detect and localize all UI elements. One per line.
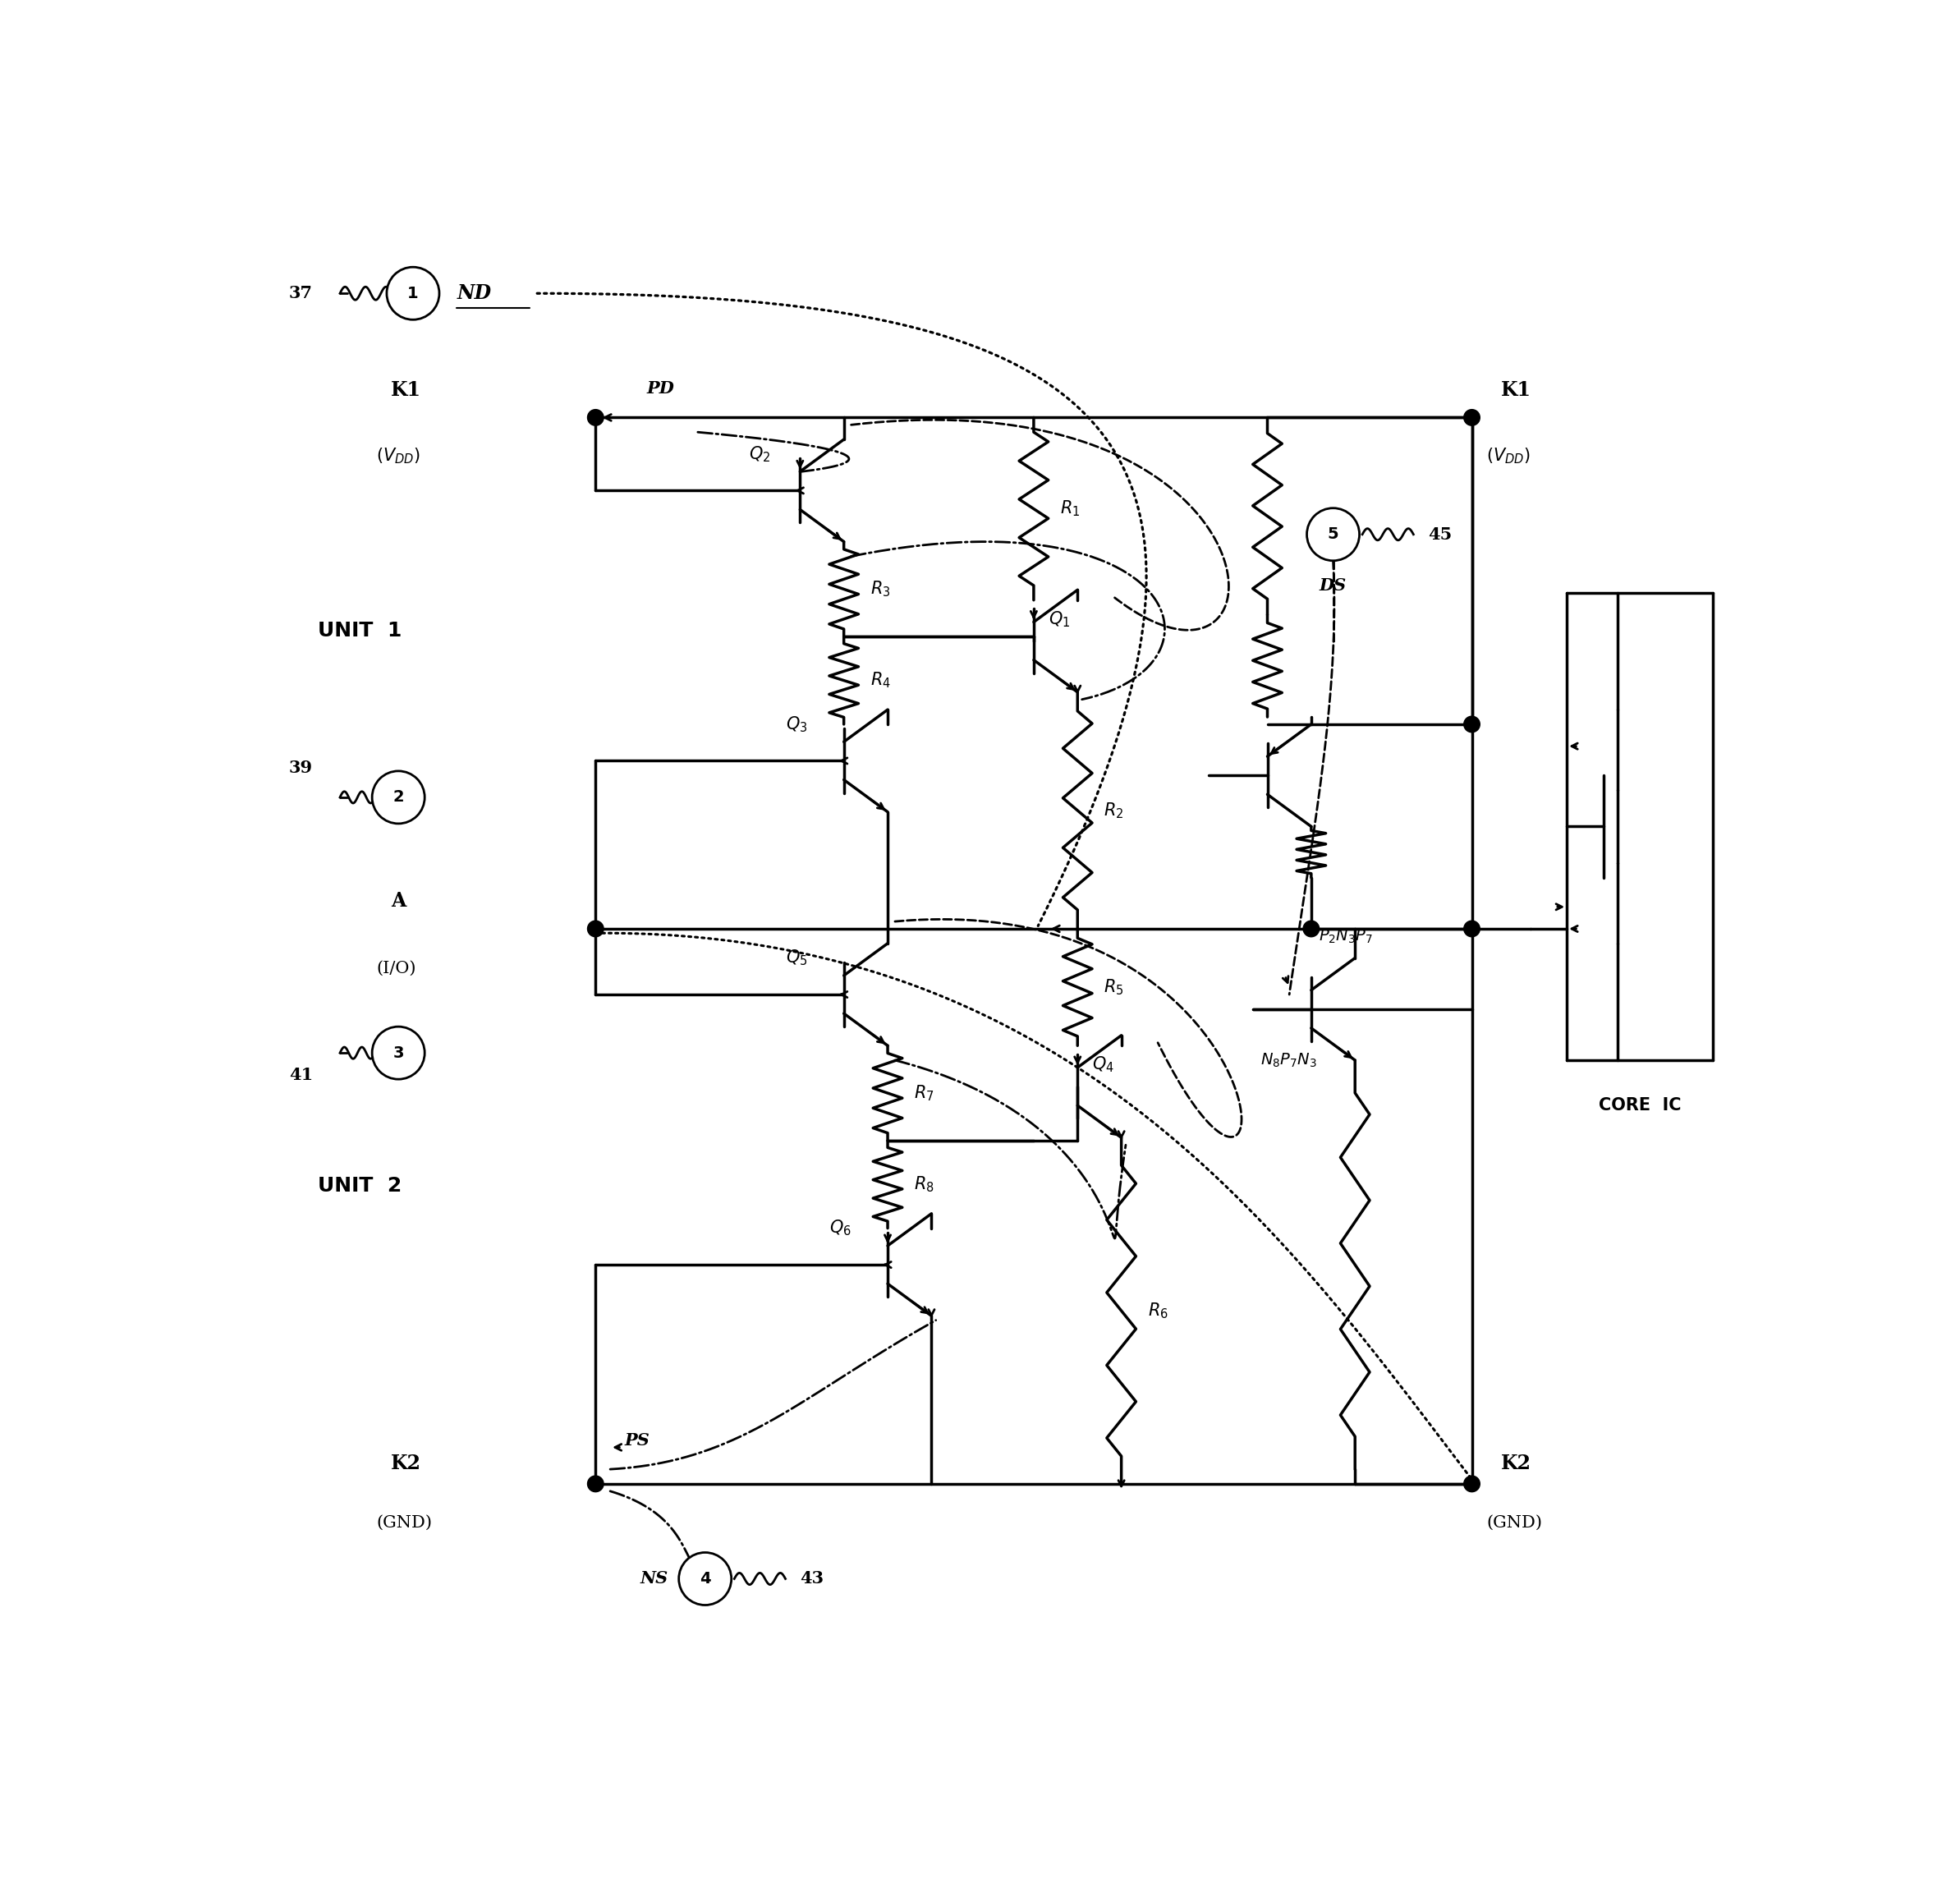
Text: $R_4$: $R_4$ xyxy=(870,672,890,691)
Circle shape xyxy=(588,1476,604,1491)
Circle shape xyxy=(588,410,604,425)
Text: (GND): (GND) xyxy=(1486,1516,1543,1531)
Text: $R_7$: $R_7$ xyxy=(913,1083,935,1102)
Circle shape xyxy=(372,1026,425,1079)
Text: CORE  IC: CORE IC xyxy=(1599,1096,1682,1114)
Text: $Q_4$: $Q_4$ xyxy=(1092,1055,1113,1074)
Circle shape xyxy=(1303,920,1319,937)
Text: 39: 39 xyxy=(288,761,314,776)
Text: NS: NS xyxy=(641,1571,668,1588)
Circle shape xyxy=(678,1552,731,1605)
Text: $(V_{DD})$: $(V_{DD})$ xyxy=(1486,446,1531,467)
Text: (GND): (GND) xyxy=(376,1516,433,1531)
Text: UNIT  1: UNIT 1 xyxy=(318,620,402,641)
Text: $Q_2$: $Q_2$ xyxy=(749,444,770,463)
Text: (I/O): (I/O) xyxy=(376,960,416,975)
Text: $R_6$: $R_6$ xyxy=(1149,1301,1168,1320)
Text: $R_2$: $R_2$ xyxy=(1103,801,1123,820)
Text: $(V_{DD})$: $(V_{DD})$ xyxy=(376,446,421,467)
Text: $Q_1$: $Q_1$ xyxy=(1049,609,1070,628)
Text: ND: ND xyxy=(457,283,492,304)
Text: 5: 5 xyxy=(1327,527,1339,543)
Text: 45: 45 xyxy=(1429,525,1452,543)
Text: K2: K2 xyxy=(392,1453,421,1474)
Text: $P_2N_3P_7$: $P_2N_3P_7$ xyxy=(1319,928,1372,945)
Text: $R_8$: $R_8$ xyxy=(913,1174,935,1193)
Text: 3: 3 xyxy=(392,1045,404,1060)
Text: 43: 43 xyxy=(800,1571,823,1588)
Text: $Q_6$: $Q_6$ xyxy=(829,1218,851,1239)
Circle shape xyxy=(1464,717,1480,732)
Text: K2: K2 xyxy=(1501,1453,1531,1474)
Text: UNIT  2: UNIT 2 xyxy=(318,1176,402,1195)
Text: 1: 1 xyxy=(408,286,419,302)
Text: 41: 41 xyxy=(288,1066,314,1083)
Circle shape xyxy=(1307,508,1360,562)
Text: $Q_3$: $Q_3$ xyxy=(786,715,808,734)
Text: $R_5$: $R_5$ xyxy=(1103,977,1123,998)
Circle shape xyxy=(588,920,604,937)
Text: K1: K1 xyxy=(392,379,421,400)
Text: DS: DS xyxy=(1319,577,1347,594)
Text: K1: K1 xyxy=(1501,379,1531,400)
Text: 2: 2 xyxy=(392,789,404,804)
Text: $R_1$: $R_1$ xyxy=(1060,499,1080,518)
Text: 4: 4 xyxy=(700,1571,711,1586)
Text: $N_8P_7N_3$: $N_8P_7N_3$ xyxy=(1260,1051,1317,1070)
Circle shape xyxy=(372,770,425,823)
Text: 37: 37 xyxy=(288,285,314,302)
Text: PD: PD xyxy=(647,379,674,396)
Text: $Q_5$: $Q_5$ xyxy=(786,948,808,967)
Text: $R_3$: $R_3$ xyxy=(870,579,890,599)
Circle shape xyxy=(1464,410,1480,425)
Text: PS: PS xyxy=(625,1432,651,1447)
Text: A: A xyxy=(392,892,406,911)
Circle shape xyxy=(1464,920,1480,937)
Circle shape xyxy=(1464,1476,1480,1491)
Circle shape xyxy=(386,267,439,321)
